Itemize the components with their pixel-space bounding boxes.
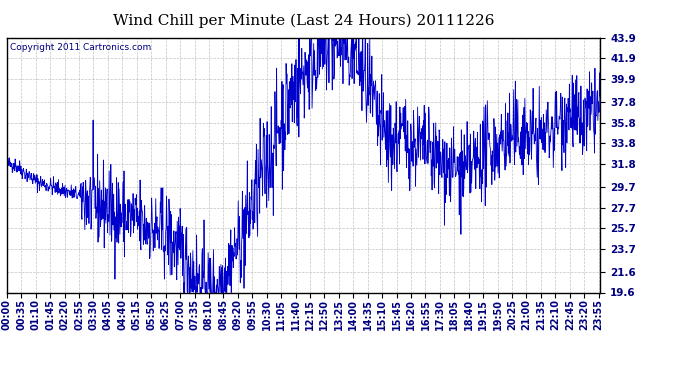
- Text: Copyright 2011 Cartronics.com: Copyright 2011 Cartronics.com: [10, 43, 151, 52]
- Text: Wind Chill per Minute (Last 24 Hours) 20111226: Wind Chill per Minute (Last 24 Hours) 20…: [113, 13, 494, 27]
